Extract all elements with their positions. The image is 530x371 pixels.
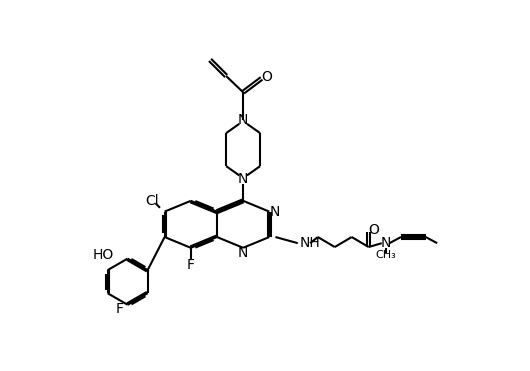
Text: N: N — [238, 172, 249, 186]
Text: N: N — [238, 113, 249, 127]
Text: N: N — [238, 246, 249, 260]
Text: F: F — [116, 302, 124, 316]
Text: O: O — [262, 70, 272, 84]
Text: N: N — [381, 236, 391, 250]
Text: O: O — [368, 223, 379, 237]
Text: HO: HO — [93, 248, 114, 262]
Text: Cl: Cl — [145, 194, 159, 208]
Text: N: N — [270, 205, 280, 219]
Text: F: F — [187, 258, 195, 272]
Text: NH: NH — [300, 236, 321, 250]
Text: CH₃: CH₃ — [375, 250, 396, 260]
